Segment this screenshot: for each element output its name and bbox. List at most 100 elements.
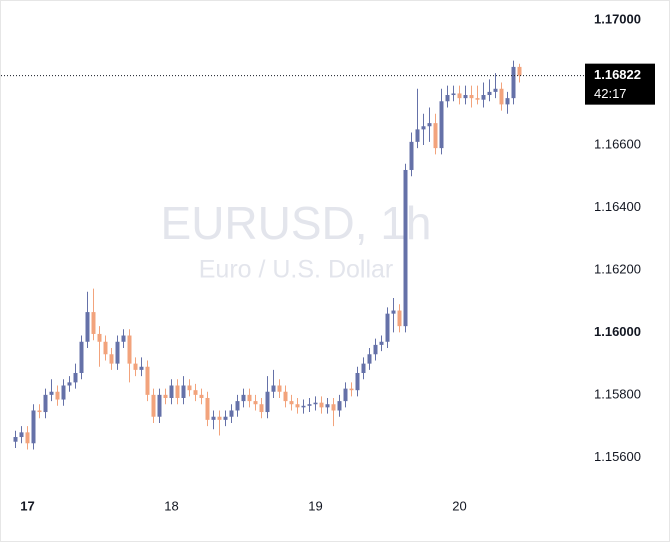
y-tick-label: 1.16200 [594, 261, 641, 276]
candle-body [481, 95, 486, 100]
candle-body [157, 394, 162, 417]
candle-body [439, 101, 444, 149]
candle-body [31, 410, 36, 444]
candle-body [235, 401, 240, 411]
candle-body [103, 341, 108, 355]
candle-body [109, 354, 114, 364]
watermark-subtitle: Euro / U.S. Dollar [199, 256, 394, 284]
candle-body [355, 372, 360, 391]
candle-body [379, 341, 384, 345]
candle-body [391, 310, 396, 314]
candle-body [19, 432, 24, 438]
candle-body [475, 98, 480, 100]
candle-body [37, 410, 42, 413]
candle-body [13, 437, 18, 442]
candle-body [139, 366, 144, 370]
candle-body [43, 394, 48, 413]
candle-body [163, 394, 168, 398]
last-price-label: 1.16822 [594, 67, 641, 82]
candle-body [259, 404, 264, 413]
candle-body [397, 310, 402, 327]
candle-body [469, 95, 474, 99]
candle-body [253, 401, 258, 405]
candle-body [193, 390, 198, 395]
candle-body [367, 354, 372, 364]
candle-body [427, 123, 432, 127]
x-tick-label: 20 [452, 498, 466, 513]
countdown-label: 42:17 [594, 86, 627, 101]
candle-body [403, 169, 408, 327]
candle-body [175, 385, 180, 398]
candle-body [301, 405, 306, 408]
candle-body [505, 98, 510, 105]
candle-body [385, 313, 390, 342]
candle-body [373, 344, 378, 355]
candle-body [343, 388, 348, 402]
y-tick-label: 1.16000 [594, 324, 641, 339]
candle-body [337, 401, 342, 411]
candle-body [169, 385, 174, 398]
candle-body [229, 410, 234, 417]
candle-body [145, 366, 150, 395]
candle-body [67, 382, 72, 386]
candle-body [97, 333, 102, 342]
y-tick-label: 1.15800 [594, 386, 641, 401]
candle-body [73, 372, 78, 383]
candle-body [511, 66, 516, 99]
candle-body [319, 402, 324, 408]
candle-body [79, 341, 84, 373]
y-tick-label: 1.16400 [594, 199, 641, 214]
candle-body [499, 88, 504, 105]
candle-body [517, 66, 522, 76]
candle-body [271, 385, 276, 392]
candle-body [349, 388, 354, 391]
candle-body [409, 141, 414, 170]
candle-body [361, 363, 366, 373]
candle-body [199, 394, 204, 398]
candle-body [217, 416, 222, 420]
candle-body [277, 385, 282, 392]
candle-body [61, 385, 66, 400]
candle-body [55, 391, 60, 400]
candle-body [187, 385, 192, 391]
y-tick-label: 1.16600 [594, 136, 641, 151]
candle-body [451, 93, 456, 96]
x-tick-label: 18 [164, 498, 178, 513]
candle-body [205, 397, 210, 420]
candle-body [331, 404, 336, 411]
candle-body [283, 391, 288, 402]
candle-body [493, 88, 498, 92]
candle-body [415, 129, 420, 142]
candle-body [121, 335, 126, 342]
candle-body [25, 432, 30, 444]
candle-body [223, 416, 228, 420]
candle-body [127, 335, 132, 364]
candle-body [85, 312, 90, 342]
y-tick-label: 1.15600 [594, 449, 641, 464]
watermark-title: EURUSD, 1h [161, 197, 432, 249]
candle-body [265, 391, 270, 413]
candle-body [49, 391, 54, 395]
y-tick-label: 1.17000 [594, 11, 641, 26]
candle-body [463, 95, 468, 99]
candle-body [313, 402, 318, 405]
candle-body [307, 404, 312, 406]
candle-body [325, 404, 330, 408]
x-tick-label: 17 [20, 498, 34, 513]
candle-body [91, 312, 96, 334]
candle-body [115, 341, 120, 364]
candle-body [487, 91, 492, 96]
candle-body [433, 123, 438, 149]
candle-body [295, 404, 300, 408]
candle-body [247, 394, 252, 402]
last-price-box [585, 63, 655, 105]
candle-body [181, 385, 186, 398]
candle-body [289, 401, 294, 405]
candle-body [421, 126, 426, 130]
candle-body [241, 394, 246, 402]
candle-body [151, 394, 156, 417]
candle-body [457, 93, 462, 99]
x-tick-label: 19 [308, 498, 322, 513]
